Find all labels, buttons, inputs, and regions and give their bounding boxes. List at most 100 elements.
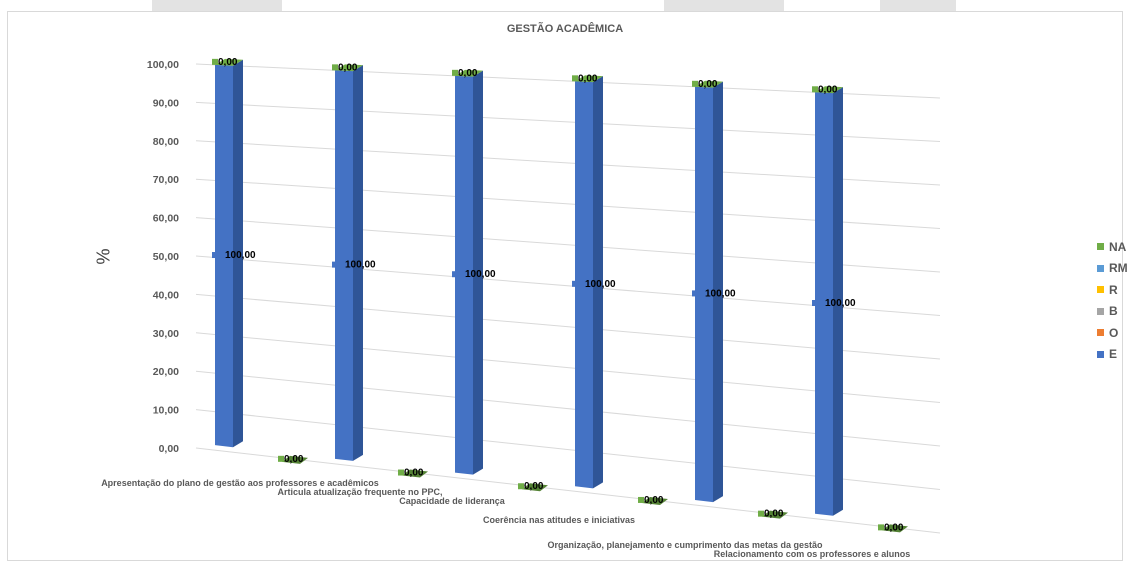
x-tick-label: Organização, planejamento e cumprimento … — [547, 540, 823, 550]
data-label: 0,00 — [818, 84, 838, 95]
bar-cap — [815, 86, 843, 94]
legend-item: R — [1097, 279, 1128, 301]
bar-e — [833, 87, 843, 516]
data-label: 0,00 — [458, 68, 478, 79]
x-tick-label: Capacidade de liderança — [399, 496, 506, 506]
data-label-marker — [638, 496, 644, 503]
top-tab — [664, 0, 784, 11]
bar-e — [713, 81, 723, 503]
data-label-marker — [332, 261, 338, 268]
data-label-marker — [572, 75, 578, 82]
y-axis-label: % — [93, 248, 114, 265]
data-label-marker — [692, 80, 698, 87]
bar-e — [455, 75, 473, 475]
bar-e — [473, 70, 483, 475]
data-label: 100,00 — [825, 298, 856, 309]
bar-zero — [522, 483, 548, 492]
y-tick-label: 30,00 — [153, 328, 179, 340]
y-tick-label: 20,00 — [153, 366, 179, 378]
y-tick-label: 0,00 — [159, 443, 180, 455]
data-label: 0,00 — [524, 481, 544, 492]
legend-item: B — [1097, 301, 1128, 323]
legend-label: B — [1109, 304, 1118, 319]
legend-item: E — [1097, 344, 1128, 366]
data-label-marker — [692, 290, 698, 297]
bar-e — [575, 81, 593, 489]
data-label: 0,00 — [404, 468, 424, 479]
y-tick-label: 70,00 — [153, 174, 179, 186]
data-label-marker — [452, 271, 458, 278]
data-label-marker — [758, 510, 764, 517]
x-tick-label: Apresentação do plano de gestão aos prof… — [101, 478, 379, 488]
bar-e — [695, 86, 713, 503]
bar-cap — [335, 64, 363, 72]
data-label: 100,00 — [465, 269, 496, 280]
data-label: 100,00 — [705, 288, 736, 299]
legend: NA RM R B O E — [1097, 236, 1128, 365]
y-tick-label: 80,00 — [153, 136, 179, 148]
data-label-marker — [812, 300, 818, 307]
data-label-marker — [278, 455, 284, 462]
bar-cap — [695, 80, 723, 88]
y-tick-label: 60,00 — [153, 213, 179, 225]
bar-e — [335, 70, 353, 461]
legend-item: NA — [1097, 236, 1128, 258]
data-label: 100,00 — [345, 260, 376, 271]
legend-label: O — [1109, 325, 1119, 340]
x-tick-label: Coerência nas atitudes e iniciativas — [483, 515, 635, 525]
data-label: 0,00 — [764, 509, 784, 520]
top-tab — [880, 0, 956, 11]
x-tick-label: Relacionamento com os professores e alun… — [714, 549, 911, 559]
data-label-marker — [518, 483, 524, 490]
legend-item: O — [1097, 322, 1128, 344]
legend-swatch — [1097, 286, 1104, 294]
data-label: 100,00 — [585, 279, 616, 290]
bar-zero — [762, 510, 788, 519]
legend-label: RM — [1109, 261, 1128, 276]
data-label-marker — [812, 86, 818, 93]
top-tab — [152, 0, 282, 11]
bar-zero — [882, 524, 908, 533]
bar-e — [353, 65, 363, 461]
bar-cap — [575, 75, 603, 83]
data-label: 100,00 — [225, 250, 256, 261]
legend-swatch — [1097, 329, 1104, 337]
legend-swatch — [1097, 307, 1104, 315]
legend-label: NA — [1109, 239, 1127, 254]
data-label: 0,00 — [578, 73, 598, 84]
bar-e — [593, 76, 603, 489]
data-label: 0,00 — [284, 454, 304, 465]
data-label: 0,00 — [338, 62, 358, 73]
bar-zero — [642, 496, 668, 505]
data-label: 0,00 — [698, 79, 718, 90]
data-label-marker — [212, 58, 218, 65]
data-label-marker — [572, 280, 578, 287]
y-tick-label: 40,00 — [153, 289, 179, 301]
bar-zero — [282, 455, 308, 464]
legend-item: RM — [1097, 258, 1128, 280]
bar-zero — [402, 469, 428, 478]
legend-swatch — [1097, 243, 1104, 251]
legend-label: E — [1109, 347, 1118, 362]
data-label: 0,00 — [884, 522, 904, 533]
bar-cap — [215, 58, 243, 66]
data-label: 0,00 — [218, 57, 238, 68]
data-label-marker — [332, 64, 338, 71]
data-label: 0,00 — [644, 495, 664, 506]
bar-e — [215, 64, 233, 448]
bar-cap — [455, 69, 483, 77]
x-tick-label: Articula atualização frequente no PPC, — [277, 487, 442, 497]
data-label-marker — [452, 69, 458, 76]
data-label-marker — [212, 252, 218, 259]
y-tick-label: 100,00 — [147, 59, 179, 71]
gridline — [195, 447, 941, 534]
legend-swatch — [1097, 350, 1104, 358]
data-label-marker — [878, 524, 884, 531]
y-tick-label: 10,00 — [153, 405, 179, 417]
chart-title: GESTÃO ACADÊMICA — [506, 23, 624, 35]
y-tick-label: 50,00 — [153, 251, 179, 263]
y-tick-label: 90,00 — [153, 97, 179, 109]
legend-label: R — [1109, 282, 1118, 297]
data-label-marker — [398, 469, 404, 476]
